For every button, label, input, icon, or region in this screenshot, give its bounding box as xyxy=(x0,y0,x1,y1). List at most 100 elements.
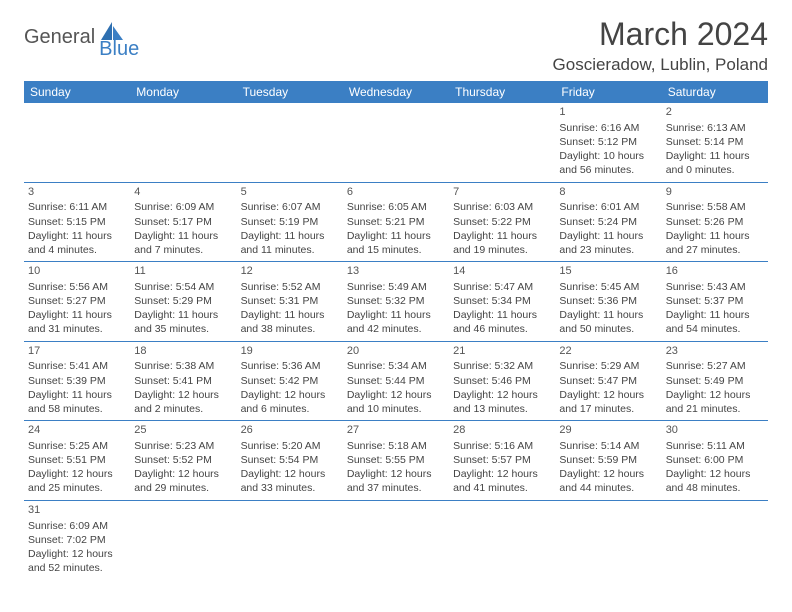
weekday-header-cell: Thursday xyxy=(449,81,555,103)
sunrise-text: Sunrise: 5:41 AM xyxy=(28,359,126,373)
logo: General Blue xyxy=(24,16,163,53)
day-cell: 17Sunrise: 5:41 AMSunset: 5:39 PMDayligh… xyxy=(24,342,130,421)
sunrise-text: Sunrise: 6:09 AM xyxy=(134,200,232,214)
day-number: 26 xyxy=(241,423,339,438)
sunset-text: Sunset: 5:37 PM xyxy=(666,294,764,308)
sunrise-text: Sunrise: 5:52 AM xyxy=(241,280,339,294)
empty-day-cell xyxy=(662,501,768,580)
location-text: Goscieradow, Lublin, Poland xyxy=(553,55,768,75)
daylight-text: Daylight: 12 hours and 37 minutes. xyxy=(347,467,445,495)
daylight-text: Daylight: 11 hours and 7 minutes. xyxy=(134,229,232,257)
sunset-text: Sunset: 7:02 PM xyxy=(28,533,126,547)
daylight-text: Daylight: 12 hours and 2 minutes. xyxy=(134,388,232,416)
day-number: 7 xyxy=(453,185,551,200)
day-number: 17 xyxy=(28,344,126,359)
sunset-text: Sunset: 5:36 PM xyxy=(559,294,657,308)
daylight-text: Daylight: 11 hours and 31 minutes. xyxy=(28,308,126,336)
daylight-text: Daylight: 12 hours and 21 minutes. xyxy=(666,388,764,416)
sunrise-text: Sunrise: 5:43 AM xyxy=(666,280,764,294)
daylight-text: Daylight: 12 hours and 44 minutes. xyxy=(559,467,657,495)
week-row: 3Sunrise: 6:11 AMSunset: 5:15 PMDaylight… xyxy=(24,183,768,263)
day-cell: 26Sunrise: 5:20 AMSunset: 5:54 PMDayligh… xyxy=(237,421,343,500)
sunset-text: Sunset: 5:54 PM xyxy=(241,453,339,467)
sunrise-text: Sunrise: 6:05 AM xyxy=(347,200,445,214)
day-number: 10 xyxy=(28,264,126,279)
sunrise-text: Sunrise: 5:49 AM xyxy=(347,280,445,294)
sunrise-text: Sunrise: 5:32 AM xyxy=(453,359,551,373)
day-cell: 25Sunrise: 5:23 AMSunset: 5:52 PMDayligh… xyxy=(130,421,236,500)
daylight-text: Daylight: 11 hours and 58 minutes. xyxy=(28,388,126,416)
day-number: 12 xyxy=(241,264,339,279)
month-title: March 2024 xyxy=(553,16,768,53)
weekday-header-cell: Saturday xyxy=(662,81,768,103)
week-row: 31Sunrise: 6:09 AMSunset: 7:02 PMDayligh… xyxy=(24,501,768,580)
day-cell: 30Sunrise: 5:11 AMSunset: 6:00 PMDayligh… xyxy=(662,421,768,500)
day-cell: 21Sunrise: 5:32 AMSunset: 5:46 PMDayligh… xyxy=(449,342,555,421)
day-number: 29 xyxy=(559,423,657,438)
daylight-text: Daylight: 11 hours and 46 minutes. xyxy=(453,308,551,336)
daylight-text: Daylight: 10 hours and 56 minutes. xyxy=(559,149,657,177)
daylight-text: Daylight: 11 hours and 4 minutes. xyxy=(28,229,126,257)
daylight-text: Daylight: 11 hours and 15 minutes. xyxy=(347,229,445,257)
day-number: 18 xyxy=(134,344,232,359)
weekday-header-cell: Sunday xyxy=(24,81,130,103)
sunset-text: Sunset: 5:41 PM xyxy=(134,374,232,388)
day-cell: 20Sunrise: 5:34 AMSunset: 5:44 PMDayligh… xyxy=(343,342,449,421)
sunset-text: Sunset: 5:51 PM xyxy=(28,453,126,467)
empty-day-cell xyxy=(24,103,130,182)
sunset-text: Sunset: 5:52 PM xyxy=(134,453,232,467)
day-number: 21 xyxy=(453,344,551,359)
sunrise-text: Sunrise: 5:34 AM xyxy=(347,359,445,373)
daylight-text: Daylight: 12 hours and 25 minutes. xyxy=(28,467,126,495)
header: General Blue March 2024 Goscieradow, Lub… xyxy=(24,16,768,75)
daylight-text: Daylight: 12 hours and 48 minutes. xyxy=(666,467,764,495)
empty-day-cell xyxy=(343,501,449,580)
daylight-text: Daylight: 12 hours and 17 minutes. xyxy=(559,388,657,416)
weekday-header-cell: Tuesday xyxy=(237,81,343,103)
day-cell: 3Sunrise: 6:11 AMSunset: 5:15 PMDaylight… xyxy=(24,183,130,262)
sunset-text: Sunset: 5:47 PM xyxy=(559,374,657,388)
day-cell: 7Sunrise: 6:03 AMSunset: 5:22 PMDaylight… xyxy=(449,183,555,262)
sunrise-text: Sunrise: 5:20 AM xyxy=(241,439,339,453)
day-number: 2 xyxy=(666,105,764,120)
sunrise-text: Sunrise: 5:14 AM xyxy=(559,439,657,453)
day-cell: 12Sunrise: 5:52 AMSunset: 5:31 PMDayligh… xyxy=(237,262,343,341)
daylight-text: Daylight: 12 hours and 6 minutes. xyxy=(241,388,339,416)
day-number: 31 xyxy=(28,503,126,518)
empty-day-cell xyxy=(237,103,343,182)
empty-day-cell xyxy=(130,103,236,182)
day-cell: 15Sunrise: 5:45 AMSunset: 5:36 PMDayligh… xyxy=(555,262,661,341)
day-cell: 28Sunrise: 5:16 AMSunset: 5:57 PMDayligh… xyxy=(449,421,555,500)
sunset-text: Sunset: 5:17 PM xyxy=(134,215,232,229)
day-number: 13 xyxy=(347,264,445,279)
day-number: 27 xyxy=(347,423,445,438)
sunset-text: Sunset: 5:44 PM xyxy=(347,374,445,388)
day-number: 14 xyxy=(453,264,551,279)
logo-text-blue: Blue xyxy=(99,38,139,61)
empty-day-cell xyxy=(555,501,661,580)
day-cell: 11Sunrise: 5:54 AMSunset: 5:29 PMDayligh… xyxy=(130,262,236,341)
day-number: 3 xyxy=(28,185,126,200)
daylight-text: Daylight: 11 hours and 42 minutes. xyxy=(347,308,445,336)
sunrise-text: Sunrise: 6:03 AM xyxy=(453,200,551,214)
day-number: 28 xyxy=(453,423,551,438)
calendar: SundayMondayTuesdayWednesdayThursdayFrid… xyxy=(24,81,768,579)
sunrise-text: Sunrise: 6:09 AM xyxy=(28,519,126,533)
sunrise-text: Sunrise: 5:25 AM xyxy=(28,439,126,453)
day-number: 23 xyxy=(666,344,764,359)
sunrise-text: Sunrise: 6:01 AM xyxy=(559,200,657,214)
daylight-text: Daylight: 11 hours and 38 minutes. xyxy=(241,308,339,336)
day-number: 16 xyxy=(666,264,764,279)
day-number: 9 xyxy=(666,185,764,200)
sunset-text: Sunset: 5:24 PM xyxy=(559,215,657,229)
sunrise-text: Sunrise: 5:54 AM xyxy=(134,280,232,294)
sunset-text: Sunset: 5:46 PM xyxy=(453,374,551,388)
sunset-text: Sunset: 5:15 PM xyxy=(28,215,126,229)
day-cell: 16Sunrise: 5:43 AMSunset: 5:37 PMDayligh… xyxy=(662,262,768,341)
weekday-header-cell: Monday xyxy=(130,81,236,103)
day-cell: 13Sunrise: 5:49 AMSunset: 5:32 PMDayligh… xyxy=(343,262,449,341)
day-number: 5 xyxy=(241,185,339,200)
day-cell: 10Sunrise: 5:56 AMSunset: 5:27 PMDayligh… xyxy=(24,262,130,341)
day-cell: 31Sunrise: 6:09 AMSunset: 7:02 PMDayligh… xyxy=(24,501,130,580)
title-block: March 2024 Goscieradow, Lublin, Poland xyxy=(553,16,768,75)
